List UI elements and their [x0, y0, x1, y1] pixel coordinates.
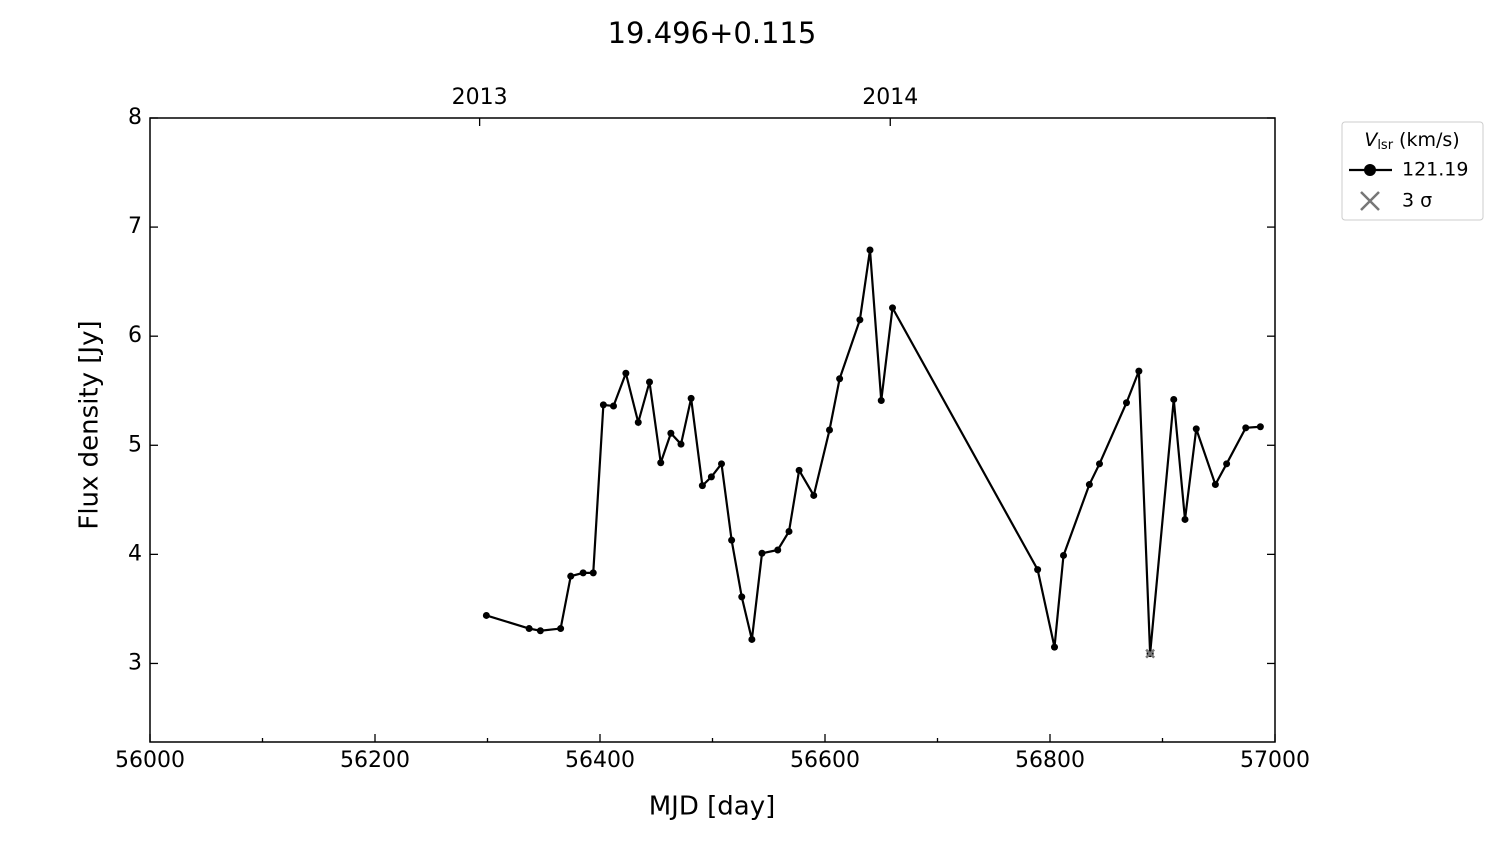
point: [1051, 643, 1058, 651]
point: [536, 627, 544, 635]
y-tick-label: 6: [128, 323, 142, 348]
chart-title: 19.496+0.115: [608, 16, 817, 50]
legend-label: 121.19: [1402, 159, 1468, 181]
point: [738, 593, 746, 601]
point: [1145, 648, 1156, 659]
plot-frame: [149, 117, 1276, 743]
x-tick-label: 56600: [790, 748, 860, 773]
point: [810, 491, 818, 499]
point: [525, 625, 533, 633]
x2-tick-label: 2014: [862, 85, 918, 110]
point: [856, 316, 864, 324]
point: [748, 635, 756, 643]
point: [698, 482, 706, 490]
point: [1034, 566, 1042, 574]
point: [1211, 481, 1219, 489]
legend-marker: [1364, 164, 1376, 176]
point: [482, 611, 490, 619]
x-axis-label: MJD [day]: [649, 792, 776, 822]
point: [1085, 481, 1093, 489]
point: [728, 536, 736, 544]
point: [687, 394, 695, 402]
point: [1256, 423, 1264, 431]
y-tick-label: 5: [128, 432, 142, 457]
point: [646, 378, 653, 386]
point: [1123, 399, 1130, 407]
series-line: [486, 249, 1261, 654]
point: [785, 527, 793, 535]
x-tick-label: 56000: [115, 748, 185, 773]
legend-marker: [1360, 191, 1380, 211]
point: [1096, 460, 1103, 468]
point: [1192, 425, 1200, 433]
point: [718, 460, 725, 468]
x-tick-label: 57000: [1240, 748, 1310, 773]
point: [1181, 515, 1189, 523]
x-tick-label: 56200: [340, 748, 410, 773]
point: [1060, 551, 1067, 559]
point: [795, 466, 803, 474]
point: [758, 549, 766, 557]
point: [622, 369, 630, 377]
y-tick-label: 7: [128, 214, 142, 239]
legend-title-symbol: V: [1364, 129, 1379, 151]
point: [707, 473, 715, 481]
legend-title-unit: (km/s): [1399, 129, 1460, 151]
point: [589, 569, 597, 577]
legend-label: 3 σ: [1402, 190, 1432, 212]
x-tick-label: 56400: [565, 748, 635, 773]
legend-title: Vlsr (km/s): [1364, 129, 1459, 153]
point: [1170, 395, 1178, 403]
x2-tick-label: 2013: [452, 85, 508, 110]
y-tick-label: 4: [128, 541, 142, 566]
point: [557, 625, 565, 633]
point: [826, 426, 833, 434]
point: [774, 546, 782, 554]
point: [634, 418, 642, 426]
point: [1135, 367, 1143, 375]
point: [579, 569, 587, 577]
point: [1223, 460, 1231, 468]
point: [610, 402, 617, 410]
point: [567, 572, 575, 580]
point: [866, 246, 874, 254]
point: [1242, 424, 1250, 432]
x-tick-label: 56800: [1015, 748, 1085, 773]
y-tick-label: 3: [128, 650, 142, 675]
point: [889, 304, 896, 312]
legend-title-subscript: lsr: [1377, 138, 1393, 153]
point: [657, 459, 665, 467]
y-axis-label: Flux density [Jy]: [75, 320, 105, 529]
point: [677, 440, 685, 448]
y-tick-label: 8: [128, 105, 142, 130]
point: [877, 397, 885, 405]
point: [667, 429, 675, 437]
point: [836, 375, 844, 383]
point: [599, 401, 607, 409]
